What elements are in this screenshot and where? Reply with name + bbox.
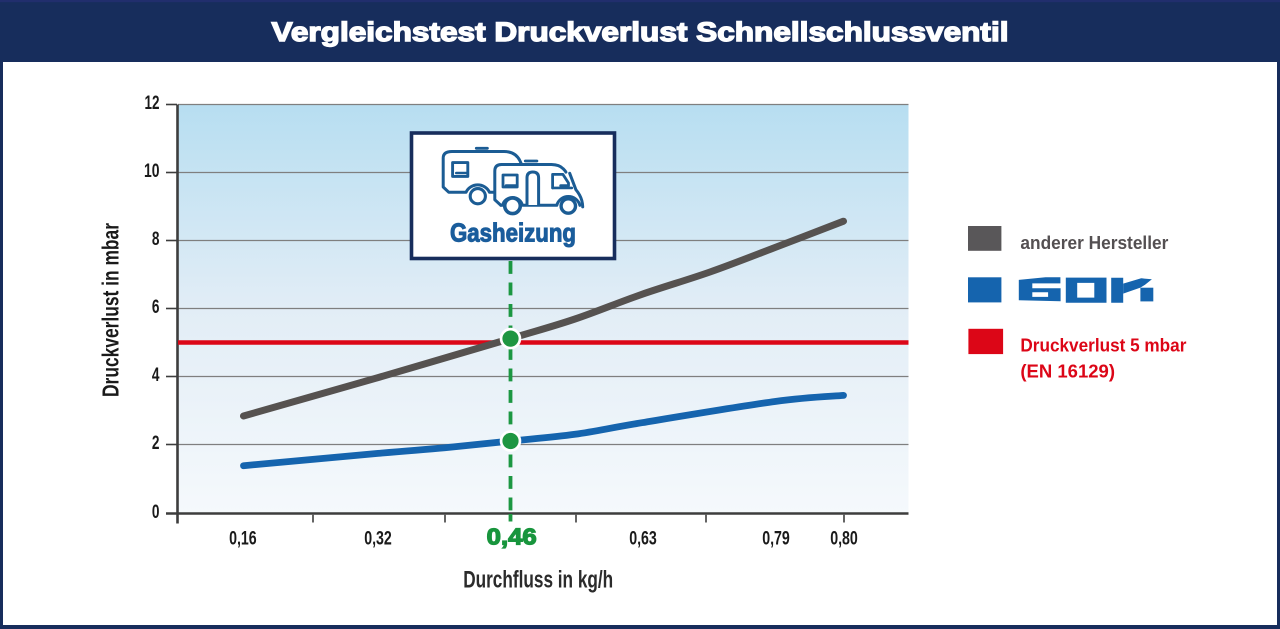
svg-text:Durchfluss in kg/h: Durchfluss in kg/h bbox=[463, 567, 613, 594]
svg-text:Druckverlust 5 mbar: Druckverlust 5 mbar bbox=[1020, 335, 1186, 356]
svg-text:(EN 16129): (EN 16129) bbox=[1020, 360, 1115, 381]
svg-text:anderer Hersteller: anderer Hersteller bbox=[1020, 233, 1168, 253]
svg-text:0,46: 0,46 bbox=[487, 524, 537, 550]
svg-text:Vergleichstest Druckverlust Sc: Vergleichstest Druckverlust Schnellschlu… bbox=[272, 17, 1009, 47]
svg-text:Druckverlust in mbar: Druckverlust in mbar bbox=[98, 223, 124, 397]
svg-text:0,63: 0,63 bbox=[629, 529, 657, 550]
svg-text:0: 0 bbox=[152, 502, 160, 523]
svg-text:2: 2 bbox=[152, 433, 160, 454]
svg-text:0,80: 0,80 bbox=[830, 529, 858, 550]
svg-text:8: 8 bbox=[152, 229, 160, 250]
svg-text:12: 12 bbox=[145, 93, 160, 114]
svg-text:0,32: 0,32 bbox=[364, 529, 392, 550]
svg-text:Gasheizung: Gasheizung bbox=[450, 218, 576, 248]
svg-text:4: 4 bbox=[152, 365, 160, 386]
svg-text:10: 10 bbox=[144, 161, 160, 182]
svg-text:0,16: 0,16 bbox=[229, 529, 257, 550]
svg-text:6: 6 bbox=[152, 297, 160, 318]
svg-text:0,79: 0,79 bbox=[762, 529, 790, 550]
